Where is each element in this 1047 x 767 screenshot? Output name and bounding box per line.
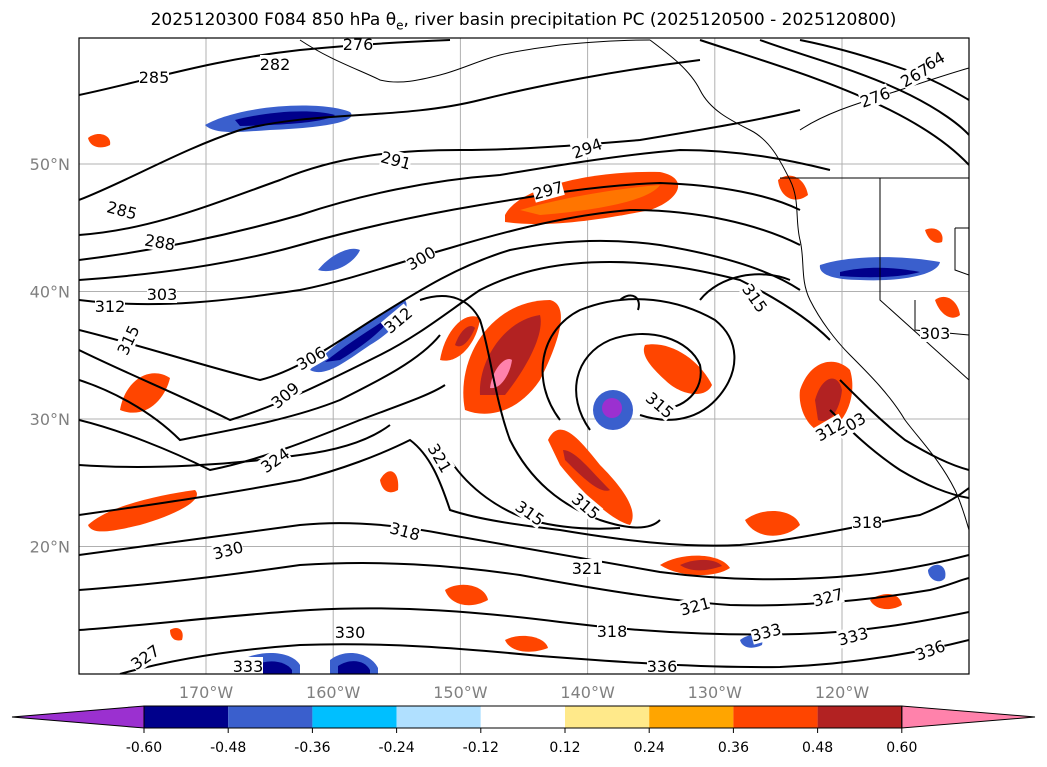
longitude-label: 150°W bbox=[433, 683, 488, 702]
contour-label: 321 bbox=[572, 559, 603, 578]
svg-text:330: 330 bbox=[335, 623, 366, 642]
longitude-labels: 170°W 160°W 150°W 140°W 130°W 120°W bbox=[179, 683, 870, 702]
longitude-label: 160°W bbox=[306, 683, 361, 702]
colorbar-tick-label: 0.12 bbox=[549, 740, 580, 756]
colorbar-tick-label: -0.60 bbox=[126, 740, 162, 756]
colorbar-segment bbox=[228, 706, 313, 728]
svg-text:318: 318 bbox=[597, 622, 628, 641]
latitude-label: 20°N bbox=[30, 538, 70, 557]
colorbar-tick-labels: -0.60 -0.48 -0.36 -0.24 -0.12 0.12 0.24 0.36 0.4… bbox=[126, 728, 917, 756]
colorbar-segment bbox=[565, 706, 650, 728]
colorbar-segment bbox=[480, 706, 565, 728]
svg-text:303: 303 bbox=[920, 324, 951, 343]
coastlines bbox=[299, 39, 969, 531]
contour-label: 333 bbox=[749, 619, 783, 645]
latitude-label: 40°N bbox=[30, 283, 70, 302]
colorbar-tick-label: 0.48 bbox=[802, 740, 833, 756]
map-frame bbox=[78, 37, 970, 675]
colorbar bbox=[11, 705, 1036, 729]
colorbar-tick-label: 0.36 bbox=[718, 740, 749, 756]
contour-label: 276 bbox=[343, 35, 374, 54]
colorbar-extend-max bbox=[901, 705, 1036, 729]
map-title: 2025120300 F084 850 hPa θe, river basin … bbox=[150, 10, 897, 33]
colorbar-segment bbox=[733, 706, 818, 728]
contour-label: 336 bbox=[647, 657, 678, 676]
contour-label: 318 bbox=[597, 622, 628, 641]
longitude-label: 140°W bbox=[560, 683, 615, 702]
contour-label: 288 bbox=[143, 230, 176, 254]
contour-label: 282 bbox=[260, 55, 291, 74]
colorbar-tick-label: 0.24 bbox=[634, 740, 665, 756]
svg-text:336: 336 bbox=[647, 657, 678, 676]
longitude-label: 120°W bbox=[815, 683, 870, 702]
colorbar-tick-label: -0.24 bbox=[378, 740, 414, 756]
colorbar-tick-label: 0.60 bbox=[886, 740, 917, 756]
latitude-label: 50°N bbox=[30, 155, 70, 174]
svg-text:318: 318 bbox=[852, 513, 883, 532]
colorbar-segment bbox=[649, 706, 734, 728]
latitude-label: 30°N bbox=[30, 410, 70, 429]
colorbar-segment bbox=[144, 706, 229, 728]
svg-text:312: 312 bbox=[95, 297, 126, 316]
colorbar-tick-label: -0.48 bbox=[210, 740, 246, 756]
svg-text:303: 303 bbox=[147, 285, 178, 304]
contour-label: 312 bbox=[95, 297, 126, 316]
contour-label: 303 bbox=[920, 324, 951, 343]
colorbar-segment bbox=[312, 706, 397, 728]
longitude-label: 130°W bbox=[688, 683, 743, 702]
svg-text:282: 282 bbox=[260, 55, 291, 74]
svg-text:285: 285 bbox=[139, 68, 170, 87]
svg-text:276: 276 bbox=[343, 35, 374, 54]
svg-text:333: 333 bbox=[233, 657, 264, 676]
contour-label: 330 bbox=[335, 623, 366, 642]
colorbar-tick-label: -0.12 bbox=[463, 740, 499, 756]
svg-text:321: 321 bbox=[572, 559, 603, 578]
colorbar-segment bbox=[396, 706, 481, 728]
colorbar-tick-label: -0.36 bbox=[294, 740, 330, 756]
contour-label: 318 bbox=[852, 513, 883, 532]
contour-label: 303 bbox=[147, 285, 178, 304]
colorbar-segment bbox=[817, 706, 902, 728]
contour-label: 321 bbox=[678, 593, 712, 619]
longitude-label: 170°W bbox=[179, 683, 234, 702]
contour-label: 285 bbox=[139, 68, 170, 87]
contour-label: 333 bbox=[233, 657, 264, 676]
latitude-labels: 50°N 40°N 30°N 20°N bbox=[30, 155, 70, 557]
colorbar-extend-min bbox=[11, 705, 145, 729]
